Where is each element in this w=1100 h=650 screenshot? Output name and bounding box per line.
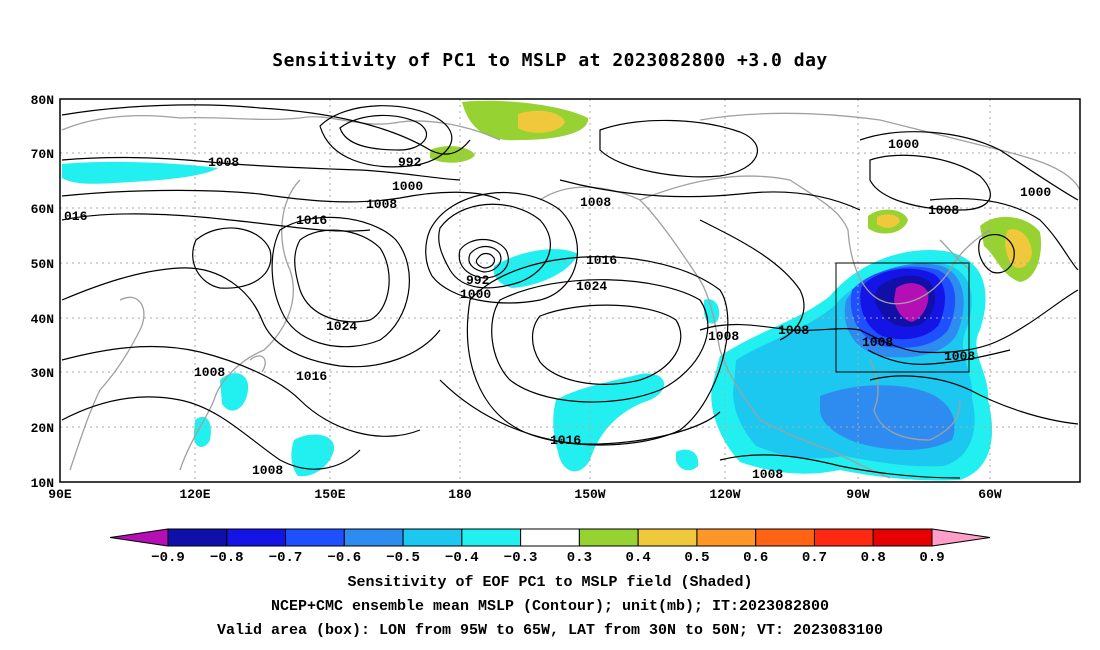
positive-sensitivity-area (877, 214, 900, 228)
negative-sensitivity-area (220, 373, 249, 411)
colorbar: −0.9 −0.8 −0.7 −0.6 −0.5 −0.4 −0.3 0.3 0.4 0.5 0.6… (109, 528, 991, 566)
shaded-sensitivity-layer (62, 100, 1042, 481)
lon-tick-label: 60W (978, 487, 1002, 502)
contour-label: 1008 (752, 467, 783, 482)
colorbar-swatch (285, 528, 345, 547)
colorbar-tick-label: −0.3 (504, 550, 538, 566)
coastlines (61, 112, 1080, 479)
contour-label: 1016 (296, 369, 327, 384)
colorbar-tick-label: 0.4 (626, 550, 651, 566)
negative-sensitivity-area (193, 416, 211, 447)
contour-label: 1008 (944, 349, 975, 364)
footer-line-valid-area: Valid area (box): LON from 95W to 65W, L… (216, 622, 884, 639)
contour-label: 1008 (778, 323, 809, 338)
colorbar-tick-label: −0.8 (210, 550, 244, 566)
lat-tick-label: 80N (31, 93, 54, 108)
mslp-contours (61, 104, 1079, 479)
colorbar-tick-label: −0.9 (151, 550, 185, 566)
colorbar-swatch (755, 528, 815, 547)
positive-sensitivity-area (1005, 229, 1032, 269)
lon-tick-label: 120W (709, 487, 740, 502)
colorbar-tick-label: 0.9 (919, 550, 944, 566)
contour-label: 992 (398, 155, 422, 170)
valid-area-box (835, 262, 970, 373)
contour-label: 1008 (252, 463, 283, 478)
contour-label: 992 (466, 273, 490, 288)
positive-sensitivity-area (518, 110, 565, 133)
lat-tick-label: 30N (31, 366, 54, 381)
colorbar-swatch (696, 528, 757, 547)
colorbar-tick-label: −0.5 (386, 550, 420, 566)
lat-tick-label: 60N (31, 202, 54, 217)
negative-sensitivity-area (553, 373, 665, 472)
negative-sensitivity-area (493, 249, 578, 288)
lon-tick-label: 180 (448, 487, 472, 502)
colorbar-tick-label: 0.6 (743, 550, 768, 566)
plot-frame (59, 98, 1081, 483)
colorbar-swatch (226, 528, 287, 547)
footer-line-contour: NCEP+CMC ensemble mean MSLP (Contour); u… (270, 598, 830, 615)
contour-label: 016 (64, 209, 88, 224)
latitude-axis: 80N 70N 60N 50N 40N 30N 20N 10N (31, 93, 54, 491)
lat-tick-label: 50N (31, 257, 54, 272)
footer-line-shading: Sensitivity of EOF PC1 to MSLP field (Sh… (347, 574, 753, 591)
lat-tick-label: 20N (31, 421, 54, 436)
contour-label: 1008 (208, 155, 239, 170)
positive-sensitivity-area (430, 146, 475, 163)
contour-label: 1008 (194, 365, 225, 380)
lon-tick-label: 120E (179, 487, 210, 502)
contour-label: 1016 (586, 253, 617, 268)
lon-tick-label: 150E (314, 487, 345, 502)
lon-tick-label: 90E (48, 487, 72, 502)
colorbar-tick-label: 0.7 (802, 550, 827, 566)
contour-label: 1008 (366, 197, 397, 212)
colorbar-tick-label: −0.4 (445, 550, 479, 566)
contour-label: 1024 (576, 279, 607, 294)
contour-label: 1008 (928, 203, 959, 218)
colorbar-swatch (578, 528, 639, 547)
longitude-axis: 90E 120E 150E 180 150W 120W 90W 60W (48, 487, 1002, 502)
colorbar-end-triangle-high (931, 528, 991, 547)
colorbar-swatch (402, 528, 463, 547)
contour-label: 1008 (708, 329, 739, 344)
contour-labels: 1008 992 1000 1008 016 1016 992 1000 102… (64, 137, 1051, 482)
negative-sensitivity-area (62, 161, 218, 184)
contour-label: 1008 (862, 335, 893, 350)
negative-sensitivity-area (291, 434, 335, 477)
lat-tick-label: 70N (31, 147, 54, 162)
colorbar-swatch (167, 528, 228, 547)
colorbar-tick-label: 0.8 (861, 550, 886, 566)
negative-sensitivity-area (676, 449, 699, 471)
contour-label: 1024 (326, 319, 357, 334)
negative-sensitivity-area (820, 385, 955, 450)
contour-label: 1000 (888, 137, 919, 152)
negative-sensitivity-area (894, 283, 929, 322)
lat-tick-label: 10N (31, 476, 54, 491)
colorbar-swatch (343, 528, 404, 547)
colorbar-tick-label: 0.3 (567, 550, 592, 566)
lat-tick-label: 40N (31, 312, 54, 327)
lon-tick-label: 150W (574, 487, 605, 502)
colorbar-tick-label: 0.5 (684, 550, 709, 566)
colorbar-swatch (872, 528, 933, 547)
contour-label: 1000 (1020, 185, 1051, 200)
contour-label: 1016 (296, 213, 327, 228)
colorbar-end-triangle-low (109, 528, 169, 547)
contour-label: 1016 (550, 433, 581, 448)
colorbar-tick-label: −0.7 (269, 550, 303, 566)
contour-label: 1000 (392, 179, 423, 194)
grid-lines (60, 99, 1080, 482)
contour-label: 1008 (580, 195, 611, 210)
colorbar-swatch (461, 528, 522, 547)
colorbar-swatch (520, 528, 580, 547)
lon-tick-label: 90W (846, 487, 870, 502)
colorbar-swatch (813, 528, 874, 547)
map-title: Sensitivity of PC1 to MSLP at 2023082800… (272, 50, 828, 71)
contour-label: 1000 (460, 287, 491, 302)
colorbar-tick-label: −0.6 (328, 550, 362, 566)
colorbar-swatch (637, 528, 698, 547)
